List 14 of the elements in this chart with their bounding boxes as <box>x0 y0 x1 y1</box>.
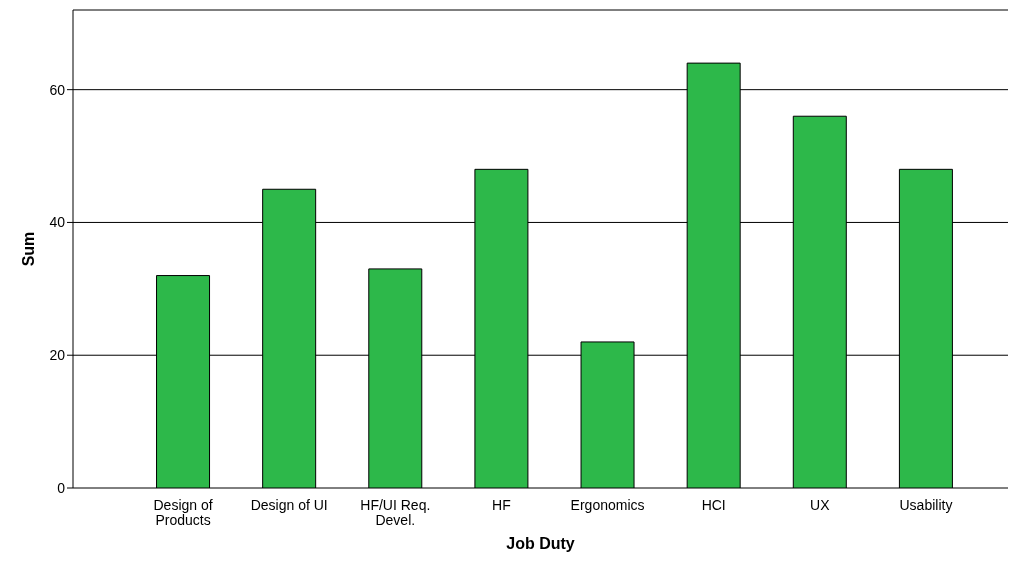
x-tick-label: UX <box>810 497 831 513</box>
x-tick-label: Design of UI <box>250 497 328 513</box>
x-tick-label: Usability <box>899 497 953 513</box>
x-tick-label: HCI <box>701 497 726 513</box>
y-tick-label: 20 <box>49 347 66 364</box>
y-tick-label: 40 <box>49 214 66 231</box>
x-tick-label: HF <box>492 497 511 513</box>
y-tick-label: 0 <box>57 479 66 496</box>
x-tick-label: HF/UI Req. Devel. <box>360 497 431 528</box>
x-tick-label: Design of Products <box>153 497 213 528</box>
x-axis-title: Job Duty <box>506 535 575 553</box>
y-tick-label: 60 <box>49 81 66 98</box>
x-tick-label: Ergonomics <box>570 497 645 513</box>
y-axis-title: Sum <box>19 231 37 267</box>
